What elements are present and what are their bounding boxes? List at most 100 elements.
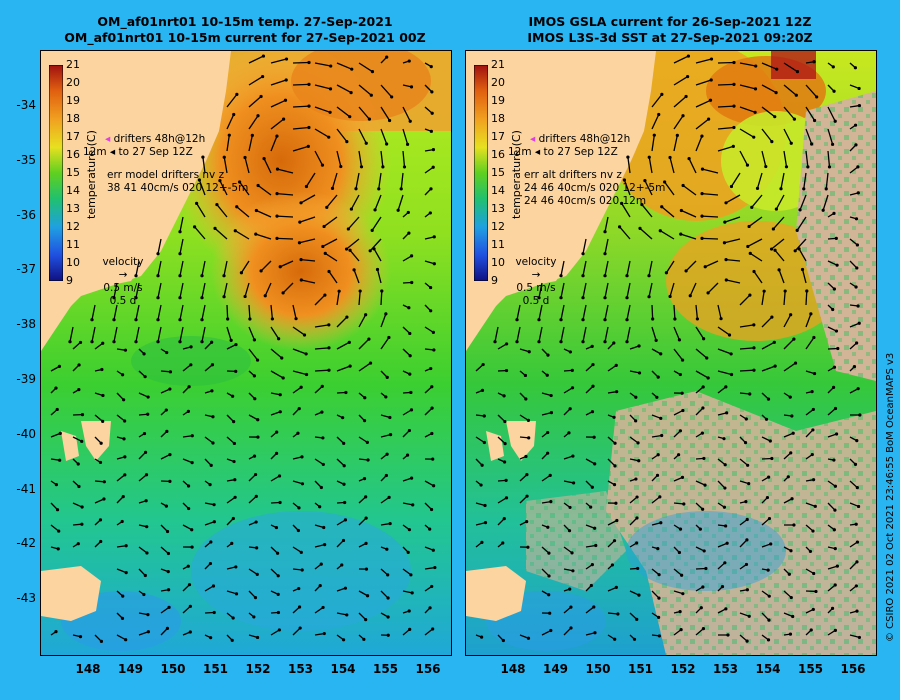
- velocity-arrowhead: [120, 519, 124, 524]
- velocity-arrowhead: [134, 296, 138, 300]
- velocity-arrowhead: [284, 78, 288, 82]
- velocity-arrowhead: [767, 618, 771, 622]
- velocity-arrowhead: [789, 595, 793, 600]
- velocity-arrowhead: [613, 637, 617, 641]
- velocity-arrowhead: [80, 413, 85, 417]
- velocity-arrowhead: [256, 435, 260, 439]
- velocity-arrowhead: [724, 524, 728, 528]
- velocity-arrow: [701, 237, 719, 240]
- velocity-arrowhead: [58, 458, 62, 462]
- velocity-arrowhead: [189, 345, 193, 349]
- velocity-arrow: [194, 226, 206, 240]
- velocity-arrowhead: [407, 428, 412, 433]
- velocity-arrowhead: [559, 296, 563, 300]
- velocity-arrowhead: [613, 441, 617, 445]
- velocity-arrowhead: [388, 415, 392, 420]
- velocity-arrowhead: [359, 165, 364, 169]
- velocity-arrowhead: [792, 523, 796, 527]
- velocity-arrowhead: [190, 528, 194, 532]
- colorbar-tick-label: 16: [66, 148, 80, 161]
- velocity-arrow: [761, 612, 770, 621]
- velocity-arrowhead: [702, 549, 706, 553]
- velocity-arrowhead: [200, 318, 204, 322]
- velocity-arrowhead: [54, 630, 58, 634]
- velocity-arrowhead: [590, 410, 595, 414]
- velocity-arrowhead: [747, 224, 751, 229]
- velocity-arrow: [179, 216, 184, 232]
- velocity-arrowhead: [120, 373, 125, 377]
- velocity-arrowhead: [211, 441, 215, 445]
- velocity-arrowhead: [281, 291, 285, 295]
- velocity-arrowhead: [625, 340, 629, 344]
- velocity-arrow: [270, 99, 286, 108]
- velocity-arrow: [91, 326, 96, 342]
- velocity-arrowhead: [632, 637, 637, 641]
- velocity-arrow: [160, 546, 169, 554]
- velocity-arrowhead: [270, 317, 274, 321]
- velocity-arrowhead: [341, 416, 345, 420]
- velocity-arrowhead: [431, 627, 435, 631]
- velocity-arrow: [198, 179, 206, 196]
- velocity-arrow: [179, 304, 184, 320]
- velocity-arrowhead: [612, 483, 617, 487]
- velocity-arrowhead: [235, 92, 239, 96]
- velocity-arrowhead: [366, 458, 370, 462]
- velocity-arrowhead: [502, 394, 506, 398]
- velocity-arrowhead: [388, 433, 393, 437]
- velocity-arrowhead: [704, 566, 708, 571]
- velocity-arrowhead: [145, 525, 149, 529]
- velocity-arrowhead: [684, 269, 688, 273]
- velocity-arrowhead: [622, 178, 627, 182]
- velocity-arrow: [849, 634, 860, 639]
- velocity-arrowhead: [724, 385, 728, 389]
- velocity-arrowhead: [261, 54, 266, 58]
- velocity-arrow: [292, 348, 307, 355]
- velocity-arrow: [761, 150, 767, 167]
- velocity-arrow: [196, 203, 206, 218]
- velocity-key-arrow-icon: →: [531, 269, 541, 281]
- velocity-arrowhead: [700, 236, 704, 240]
- velocity-arrow: [783, 432, 794, 438]
- velocity-arrowhead: [482, 414, 486, 418]
- velocity-arrow: [353, 269, 360, 284]
- velocity-arrowhead: [723, 486, 727, 490]
- velocity-arrowhead: [256, 418, 260, 422]
- velocity-arrowhead: [700, 431, 704, 435]
- velocity-arrowhead: [429, 366, 433, 371]
- velocity-arrowhead: [156, 318, 160, 322]
- velocity-arrow: [730, 172, 741, 187]
- velocity-arrowhead: [123, 348, 128, 352]
- velocity-arrowhead: [789, 141, 793, 145]
- velocity-arrow: [248, 414, 259, 421]
- velocity-arrowhead: [681, 183, 685, 188]
- velocity-arrowhead: [145, 551, 149, 555]
- velocity-arrowhead: [614, 363, 618, 367]
- velocity-arrowhead: [408, 372, 412, 376]
- colorbar-tick-label: 11: [491, 238, 505, 251]
- velocity-arrow: [358, 150, 363, 167]
- right-err-line3: 24 46 40cm/s 020 12m: [524, 195, 647, 207]
- lat-tick-label: -42: [16, 536, 36, 551]
- velocity-key-label: velocity: [102, 256, 144, 268]
- velocity-arrow: [336, 291, 340, 306]
- velocity-arrowhead: [302, 333, 307, 337]
- velocity-arrowhead: [187, 385, 191, 389]
- velocity-arrowhead: [156, 252, 160, 256]
- velocity-arrow: [626, 260, 631, 276]
- velocity-arrowhead: [729, 352, 733, 356]
- velocity-arrowhead: [307, 125, 311, 130]
- velocity-arrowhead: [372, 247, 376, 251]
- velocity-arrowhead: [635, 516, 639, 520]
- velocity-arrowhead: [794, 93, 798, 97]
- velocity-arrow: [424, 84, 433, 93]
- velocity-arrow: [358, 338, 370, 350]
- velocity-arrowhead: [705, 356, 709, 360]
- velocity-arrowhead: [479, 483, 483, 487]
- velocity-arrow: [292, 370, 307, 376]
- velocity-arrowhead: [679, 628, 683, 632]
- velocity-arrowhead: [786, 475, 790, 479]
- velocity-arrow: [226, 135, 230, 152]
- velocity-arrow: [629, 590, 640, 596]
- velocity-arrowhead: [300, 568, 304, 572]
- velocity-arrow: [604, 304, 609, 320]
